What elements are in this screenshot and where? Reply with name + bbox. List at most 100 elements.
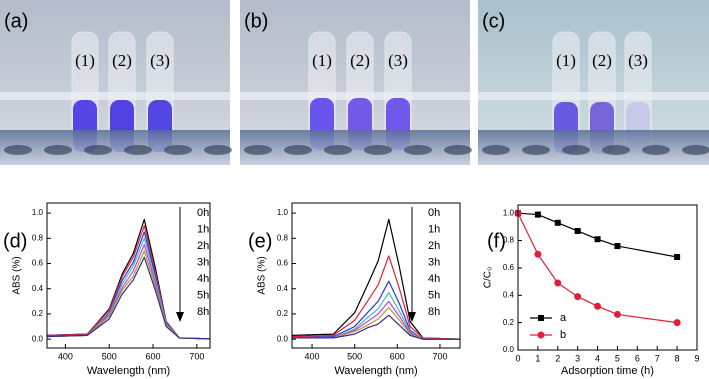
point bbox=[534, 250, 542, 258]
x-tick-label: 600 bbox=[146, 351, 161, 361]
panel-label: (c) bbox=[482, 10, 505, 32]
rack-hole bbox=[204, 145, 232, 155]
y-tick-label: 0.8 bbox=[32, 233, 44, 242]
rack-hole bbox=[602, 145, 630, 155]
panel-label: (f) bbox=[487, 230, 506, 252]
legend-label: 4h bbox=[428, 273, 440, 285]
series-line bbox=[292, 314, 460, 340]
legend-label: 0h bbox=[428, 207, 440, 219]
tube-label: (1) bbox=[312, 51, 332, 70]
x-tick-label: 400 bbox=[58, 351, 73, 361]
panel-label: (a) bbox=[4, 10, 28, 32]
rack-hole bbox=[522, 145, 550, 155]
y-tick-label: 0.0 bbox=[277, 334, 289, 343]
x-tick-label: 500 bbox=[102, 351, 117, 361]
x-tick-label: 0 bbox=[515, 353, 520, 363]
y-tick-label: 0.6 bbox=[32, 259, 44, 268]
tube-label: (2) bbox=[592, 51, 612, 70]
x-tick-label: 3 bbox=[575, 353, 580, 363]
series-line bbox=[47, 256, 210, 340]
tube-label: (1) bbox=[75, 51, 95, 70]
tube-label: (3) bbox=[628, 51, 648, 70]
x-tick-label: 1 bbox=[535, 353, 540, 363]
series-line bbox=[47, 250, 210, 340]
y-tick-label: 0.2 bbox=[503, 318, 515, 327]
tube-label: (2) bbox=[350, 51, 370, 70]
rack-hole bbox=[324, 145, 352, 155]
x-tick-label: 600 bbox=[390, 351, 405, 361]
rack-hole bbox=[244, 145, 272, 155]
legend-label: 3h bbox=[428, 256, 440, 268]
rack-hole bbox=[284, 145, 312, 155]
y-tick-label: 0.0 bbox=[503, 345, 515, 354]
legend-label: 4h bbox=[197, 273, 209, 285]
legend-arrowhead bbox=[408, 312, 416, 322]
x-tick-label: 700 bbox=[432, 351, 447, 361]
point bbox=[554, 279, 562, 287]
series-line bbox=[292, 255, 460, 340]
rack-hole bbox=[642, 145, 670, 155]
legend-label: 5h bbox=[197, 289, 209, 301]
rack-hole bbox=[124, 145, 152, 155]
point bbox=[673, 319, 681, 327]
point bbox=[594, 302, 602, 310]
series-line bbox=[47, 244, 210, 340]
x-tick-label: 5 bbox=[615, 353, 620, 363]
tube-label: (2) bbox=[112, 51, 132, 70]
y-axis-label: ABS (%) bbox=[12, 256, 23, 294]
x-tick-label: 2 bbox=[555, 353, 560, 363]
y-tick-label: 0.8 bbox=[277, 233, 289, 242]
y-tick-label: 1.0 bbox=[277, 208, 289, 217]
x-axis-label: Wavelength (nm) bbox=[87, 365, 170, 377]
x-axis-label: Wavelength (nm) bbox=[334, 365, 417, 377]
legend-label: a bbox=[560, 312, 567, 324]
plot-frame bbox=[46, 202, 211, 349]
legend-label: 1h bbox=[428, 223, 440, 235]
tube-label: (1) bbox=[556, 51, 576, 70]
point bbox=[554, 219, 561, 226]
plot-frame bbox=[517, 204, 698, 351]
legend-label: 8h bbox=[197, 306, 209, 318]
rack-hole bbox=[682, 145, 709, 155]
point bbox=[574, 293, 582, 301]
point bbox=[534, 211, 541, 218]
rack-hole bbox=[482, 145, 510, 155]
plot-frame bbox=[291, 202, 461, 349]
point bbox=[594, 236, 601, 243]
x-tick-label: 7 bbox=[655, 353, 660, 363]
rack bbox=[0, 130, 230, 165]
x-tick-label: 9 bbox=[694, 353, 699, 363]
series-line bbox=[292, 307, 460, 340]
series-line bbox=[47, 237, 210, 340]
legend-label: 3h bbox=[197, 256, 209, 268]
x-tick-label: 4 bbox=[595, 353, 600, 363]
legend-label: 2h bbox=[197, 240, 209, 252]
y-tick-label: 0.2 bbox=[277, 309, 289, 318]
panel-label: (b) bbox=[244, 10, 268, 32]
legend-marker bbox=[537, 331, 545, 339]
rack-hole bbox=[4, 145, 32, 155]
y-tick-label: 1.0 bbox=[32, 208, 44, 217]
x-tick-label: 6 bbox=[635, 353, 640, 363]
x-axis-label: Adsorption time (h) bbox=[561, 365, 654, 377]
y-tick-label: 0.6 bbox=[503, 263, 515, 272]
y-axis-label: ABS (%) bbox=[257, 256, 268, 294]
point bbox=[674, 253, 681, 260]
x-tick-label: 500 bbox=[347, 351, 362, 361]
point bbox=[613, 310, 621, 318]
rack-hole bbox=[44, 145, 72, 155]
legend-label: 5h bbox=[428, 289, 440, 301]
rack-hole bbox=[364, 145, 392, 155]
y-tick-label: 0.6 bbox=[277, 259, 289, 268]
rack-hole bbox=[444, 145, 472, 155]
legend-label: b bbox=[560, 329, 566, 341]
rack-hole bbox=[404, 145, 432, 155]
rack-hole bbox=[562, 145, 590, 155]
y-tick-label: 0.0 bbox=[32, 334, 44, 343]
point bbox=[574, 227, 581, 234]
series-line bbox=[518, 212, 678, 258]
series-line bbox=[47, 231, 210, 340]
legend-marker bbox=[538, 315, 544, 321]
legend-label: 8h bbox=[428, 306, 440, 318]
